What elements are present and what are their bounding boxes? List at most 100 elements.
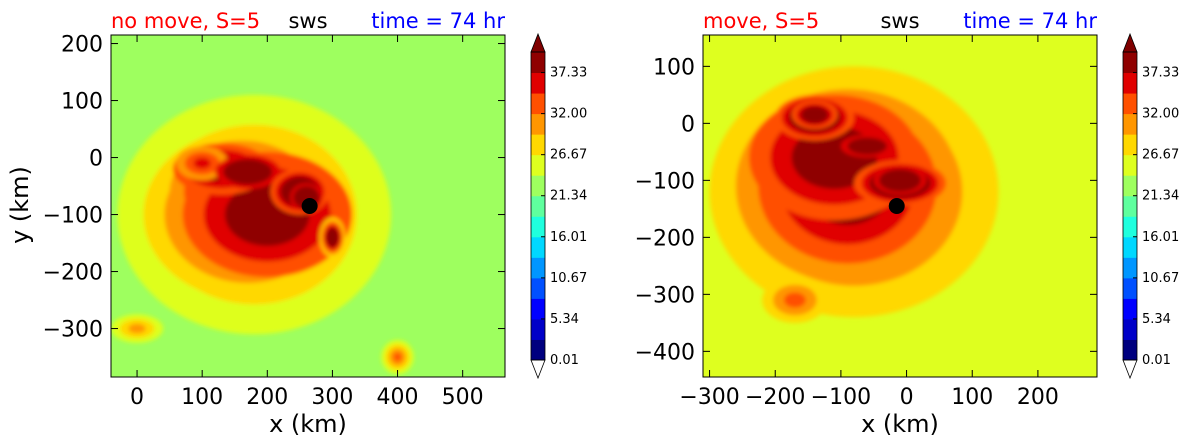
panel1-title-left: no move, S=5 — [111, 9, 260, 33]
colorbar-tick-label: 16.01 — [1142, 230, 1179, 245]
colorbar-tick-label: 5.34 — [1142, 312, 1171, 327]
y-tick-label: 100 — [653, 55, 695, 80]
colorbar-tick-label: 26.67 — [550, 148, 587, 163]
colorbar-tick-label: 10.67 — [550, 271, 587, 286]
contour-level — [329, 234, 336, 241]
colorbar-segment — [531, 318, 545, 340]
y-tick-label: −100 — [43, 204, 103, 229]
colorbar-tick-label: 16.01 — [550, 230, 587, 245]
colorbar-segment — [1123, 93, 1137, 115]
field-contours — [111, 35, 505, 377]
contour-level — [239, 167, 256, 177]
y-tick-label: −200 — [43, 261, 103, 286]
y-tick-label: −100 — [635, 169, 695, 194]
x-tick-label: −200 — [745, 385, 805, 410]
colorbar-tick-label: 10.67 — [1142, 271, 1179, 286]
colorbar-tick-label: 37.33 — [550, 66, 587, 81]
colorbar-segment — [531, 216, 545, 238]
colorbar-frame — [1122, 51, 1138, 361]
colorbar-segment — [1123, 72, 1137, 94]
colorbar-frame — [530, 51, 546, 361]
storm-center-marker — [301, 198, 318, 214]
storm-center-marker — [888, 198, 905, 214]
colorbar-segment — [1123, 154, 1137, 176]
panel1-title-center: sws — [288, 9, 327, 33]
y-tick-label: −400 — [635, 340, 695, 365]
x-tick-label: 100 — [951, 385, 993, 410]
colorbar-segment — [531, 175, 545, 197]
colorbar-extend-max — [1122, 32, 1138, 53]
panel1-xlabel: x (km) — [269, 410, 347, 438]
x-tick-label: 0 — [130, 385, 144, 410]
panel2-title-right: time = 74 hr — [963, 9, 1097, 33]
panel1-colorbar: 0.01 5.34 10.67 16.01 21.34 26.67 32.00 37.33 — [530, 32, 587, 380]
contour-level — [860, 143, 874, 150]
colorbar-tick-label: 21.34 — [1142, 189, 1179, 204]
contour-level — [894, 177, 906, 184]
panel1-axes: 0 100 200 300 400 500 200 100 0 −100 −200 −300 — [43, 33, 506, 410]
panel2-plot-area — [703, 35, 1097, 377]
colorbar-tick-label: 5.34 — [550, 312, 579, 327]
x-tick-label: −100 — [811, 385, 871, 410]
colorbar-segment — [1123, 318, 1137, 340]
colorbar-segment — [1123, 113, 1137, 135]
colorbar-segment — [1123, 298, 1137, 320]
field-contours — [703, 35, 1097, 377]
contour-level — [810, 111, 820, 118]
colorbar-segment — [531, 195, 545, 217]
x-tick-label: −300 — [679, 385, 739, 410]
colorbar-extend-min — [1122, 359, 1138, 380]
colorbar-extend-max — [530, 32, 546, 53]
colorbar-tick-label: 26.67 — [1142, 148, 1179, 163]
colorbar-segment — [1123, 257, 1137, 279]
colorbar-tick-label: 0.01 — [550, 353, 579, 368]
colorbar-segment — [1123, 134, 1137, 156]
colorbar-segment — [531, 113, 545, 135]
x-tick-label: 100 — [181, 385, 223, 410]
x-tick-label: 400 — [377, 385, 419, 410]
colorbar-segment — [1123, 216, 1137, 238]
panel2-colorbar: 0.01 5.34 10.67 16.01 21.34 26.67 32.00 37.33 — [1122, 32, 1179, 380]
colorbar-segment — [531, 93, 545, 115]
colorbar-tick-label: 37.33 — [1142, 66, 1179, 81]
panel2-title-left: move, S=5 — [703, 9, 819, 33]
contour-level — [783, 292, 806, 308]
colorbar-segment — [531, 52, 545, 74]
panel1-ylabel: y (km) — [6, 166, 34, 244]
colorbar-tick-label: 0.01 — [1142, 353, 1171, 368]
x-tick-label: 200 — [1017, 385, 1059, 410]
colorbar-segment — [531, 339, 545, 361]
colorbar-segment — [1123, 339, 1137, 361]
panel2-title-center: sws — [880, 9, 919, 33]
x-tick-label: 500 — [442, 385, 484, 410]
y-tick-label: 0 — [89, 147, 103, 172]
colorbar-segment — [1123, 195, 1137, 217]
y-tick-label: −300 — [43, 318, 103, 343]
colorbar-tick-label: 32.00 — [1142, 107, 1179, 122]
axes-frame — [702, 34, 1098, 378]
panel-no-move: no move, S=5 sws time = 74 hr 0 100 200 300… — [6, 9, 587, 438]
colorbar-segment — [531, 154, 545, 176]
colorbar-segment — [531, 277, 545, 299]
colorbar-tick-label: 32.00 — [550, 107, 587, 122]
colorbar-segment — [1123, 236, 1137, 258]
contour-level — [193, 157, 211, 169]
y-tick-label: 200 — [61, 33, 103, 58]
colorbar-segment — [1123, 277, 1137, 299]
contour-level — [393, 352, 402, 362]
x-tick-label: 200 — [246, 385, 288, 410]
x-tick-label: 300 — [311, 385, 353, 410]
y-tick-label: −300 — [635, 283, 695, 308]
panel1-plot-area — [111, 35, 505, 377]
colorbar-extend-min — [530, 359, 546, 380]
colorbar-segment — [531, 298, 545, 320]
contour-level — [128, 323, 146, 334]
colorbar-segment — [531, 134, 545, 156]
y-tick-label: 0 — [681, 112, 695, 137]
panel-move: move, S=5 sws time = 74 hr −300 −200 −100 0… — [635, 9, 1180, 438]
y-tick-label: 100 — [61, 90, 103, 115]
colorbar-segment — [531, 72, 545, 94]
